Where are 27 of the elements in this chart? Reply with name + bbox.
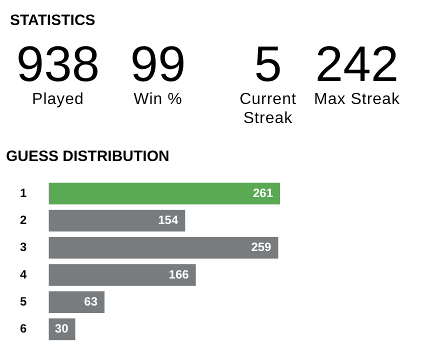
text: Win % (132, 90, 184, 109)
y-tick-label: 3 (20, 240, 27, 254)
bar (48, 182, 280, 204)
text: Current Streak (240, 91, 296, 127)
text: 5 (254, 36, 282, 92)
data-label: 63 (84, 294, 98, 308)
data-label: 30 (54, 322, 69, 336)
chart-title: GUESS DISTRIBUTION (6, 148, 170, 166)
y-tick-label: 1 (20, 186, 27, 200)
text: STATISTICS (10, 12, 96, 29)
bar (48, 264, 196, 286)
text: 938 (15, 36, 101, 92)
data-label: 259 (251, 240, 272, 254)
y-tick-label: 2 (20, 213, 27, 228)
y-tick-label: 5 (20, 294, 27, 308)
bar (48, 210, 186, 232)
data-label: 154 (158, 213, 178, 228)
text: 242 (314, 36, 400, 92)
y-tick-label: 6 (20, 322, 27, 336)
text: Played (31, 90, 85, 109)
text: Max Streak (313, 90, 401, 109)
y-tick-label: 4 (20, 267, 27, 282)
data-label: 166 (168, 267, 190, 282)
data-label: 261 (252, 186, 274, 200)
bar (48, 236, 278, 259)
text: 99 (129, 36, 187, 92)
bar (48, 291, 105, 313)
